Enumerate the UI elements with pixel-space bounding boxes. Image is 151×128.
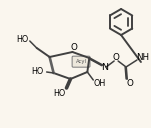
Text: HO: HO (53, 88, 66, 98)
Text: HO: HO (32, 67, 44, 76)
Text: OH: OH (93, 79, 105, 88)
Text: NH: NH (136, 54, 149, 62)
Text: Acyl: Acyl (76, 59, 87, 64)
Text: O: O (113, 54, 120, 62)
Text: O: O (70, 44, 77, 52)
Text: N: N (101, 63, 108, 72)
FancyBboxPatch shape (72, 56, 90, 67)
Text: HO: HO (17, 35, 29, 44)
Text: O: O (127, 78, 133, 88)
